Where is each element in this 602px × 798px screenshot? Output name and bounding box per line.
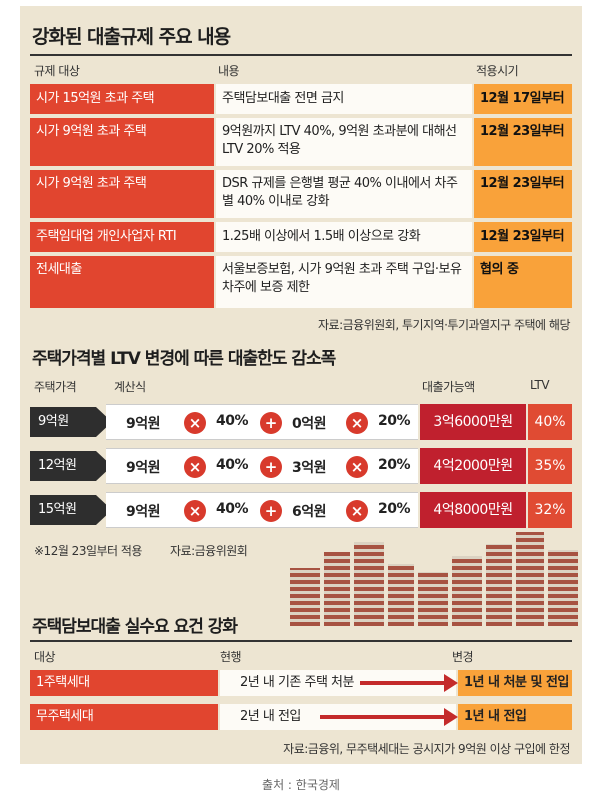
- regulation-row: 시가 9억원 초과 주택 DSR 규제를 은행별 평균 40% 이내에서 차주별…: [30, 170, 572, 218]
- building-illustration: [418, 572, 448, 626]
- loan-amount: 4억8000만원: [420, 492, 526, 528]
- source-caption: 출처 : 한국경제: [262, 778, 340, 792]
- formula: 9억원 × 40% + 0억원 × 20%: [106, 404, 418, 440]
- requirement-current: 2년 내 기존 주택 처분: [220, 670, 456, 696]
- requirement-change: 1년 내 처분 및 전입: [458, 670, 572, 696]
- header-date: 적용시기: [476, 64, 519, 78]
- house-price: 9억원: [30, 407, 96, 437]
- regulation-row: 주택임대업 개인사업자 RTI 1.25배 이상에서 1.5배 이상으로 강화 …: [30, 222, 572, 252]
- header-content: 내용: [218, 64, 240, 78]
- plus-icon: +: [260, 456, 282, 478]
- building-illustration: [290, 568, 320, 626]
- requirement-target: 무주택세대: [30, 704, 218, 730]
- base-rate: 40%: [216, 501, 249, 517]
- header-target: 대상: [34, 650, 56, 664]
- regulation-date: 12월 23일부터: [474, 222, 572, 252]
- times-icon: ×: [184, 456, 206, 478]
- building-illustration: [486, 544, 512, 626]
- building-illustration: [388, 564, 414, 626]
- regulation-content: 1.25배 이상에서 1.5배 이상으로 강화: [216, 222, 472, 252]
- requirement-row: 무주택세대 2년 내 전입 1년 내 전입: [30, 704, 572, 730]
- ltv-value: 40%: [528, 404, 572, 440]
- ltv-value: 32%: [528, 492, 572, 528]
- regulation-date: 12월 17일부터: [474, 84, 572, 114]
- arrow-line: [320, 715, 446, 719]
- section3-title: 주택담보대출 실수요 요건 강화: [32, 617, 238, 637]
- house-price: 15억원: [30, 495, 96, 525]
- loan-amount: 4억2000만원: [420, 448, 526, 484]
- regulation-row: 시가 9억원 초과 주택 9억원까지 LTV 40%, 9억원 초과분에 대해선…: [30, 118, 572, 166]
- ltv-value: 35%: [528, 448, 572, 484]
- regulation-date: 협의 중: [474, 256, 572, 308]
- ltv-row: 15억원 9억원 × 40% + 6억원 × 20% 4억8000만원 32%: [30, 492, 572, 528]
- base-rate: 40%: [216, 457, 249, 473]
- header-formula: 계산식: [114, 380, 146, 394]
- requirement-row: 1주택세대 2년 내 기존 주택 처분 1년 내 처분 및 전입: [30, 670, 572, 696]
- regulation-content: 주택담보대출 전면 금지: [216, 84, 472, 114]
- section1-title: 강화된 대출규제 주요 내용: [32, 26, 231, 48]
- times-icon: ×: [346, 500, 368, 522]
- regulation-target: 시가 9억원 초과 주택: [30, 118, 214, 166]
- regulation-content: DSR 규제를 은행별 평균 40% 이내에서 차주별 40% 이내로 강화: [216, 170, 472, 218]
- base-amount: 9억원: [126, 504, 161, 520]
- building-illustration: [548, 550, 578, 626]
- times-icon: ×: [346, 456, 368, 478]
- base-rate: 40%: [216, 413, 249, 429]
- requirement-change: 1년 내 전입: [458, 704, 572, 730]
- excess-amount: 3억원: [292, 460, 327, 476]
- times-icon: ×: [184, 412, 206, 434]
- building-illustration: [324, 552, 350, 626]
- excess-amount: 0억원: [292, 416, 327, 432]
- times-icon: ×: [346, 412, 368, 434]
- header-target: 규제 대상: [34, 64, 80, 78]
- header-amount: 대출가능액: [422, 380, 475, 394]
- regulation-target: 시가 9억원 초과 주택: [30, 170, 214, 218]
- plus-icon: +: [260, 412, 282, 434]
- arrow-right-icon: [444, 708, 458, 726]
- section2-note-date: ※12월 23일부터 적용: [34, 544, 142, 558]
- excess-rate: 20%: [378, 413, 411, 429]
- base-amount: 9억원: [126, 460, 161, 476]
- ltv-row: 12억원 9억원 × 40% + 3억원 × 20% 4억2000만원 35%: [30, 448, 572, 484]
- header-current: 현행: [220, 650, 242, 664]
- regulation-date: 12월 23일부터: [474, 170, 572, 218]
- regulation-date: 12월 23일부터: [474, 118, 572, 166]
- divider: [30, 640, 572, 642]
- formula: 9억원 × 40% + 3억원 × 20%: [106, 448, 418, 484]
- building-illustration: [354, 542, 384, 626]
- section3-note: 자료:금융위, 무주택세대는 공시지가 9억원 이상 구입에 한정: [283, 742, 570, 756]
- base-amount: 9억원: [126, 416, 161, 432]
- building-illustration: [516, 532, 544, 626]
- ltv-row: 9억원 9억원 × 40% + 0억원 × 20% 3억6000만원 40%: [30, 404, 572, 440]
- regulation-row: 시가 15억원 초과 주택 주택담보대출 전면 금지 12월 17일부터: [30, 84, 572, 114]
- excess-rate: 20%: [378, 501, 411, 517]
- arrow-line: [360, 681, 446, 685]
- formula: 9억원 × 40% + 6억원 × 20%: [106, 492, 418, 528]
- excess-amount: 6억원: [292, 504, 327, 520]
- divider: [30, 54, 572, 56]
- section2-title: 주택가격별 LTV 변경에 따른 대출한도 감소폭: [32, 349, 336, 369]
- plus-icon: +: [260, 500, 282, 522]
- section2-note-source: 자료:금융위원회: [170, 544, 248, 558]
- regulation-content: 9억원까지 LTV 40%, 9억원 초과분에 대해선 LTV 20% 적용: [216, 118, 472, 166]
- building-illustration: [452, 556, 482, 626]
- loan-amount: 3억6000만원: [420, 404, 526, 440]
- section1-note: 자료:금융위원회, 투기지역·투기과열지구 주택에 해당: [318, 318, 571, 332]
- excess-rate: 20%: [378, 457, 411, 473]
- infographic-card: 강화된 대출규제 주요 내용 규제 대상 내용 적용시기 시가 15억원 초과 …: [20, 6, 582, 764]
- header-change: 변경: [452, 650, 474, 664]
- arrow-right-icon: [444, 674, 458, 692]
- requirement-target: 1주택세대: [30, 670, 218, 696]
- header-ltv: LTV: [530, 378, 550, 392]
- regulation-target: 주택임대업 개인사업자 RTI: [30, 222, 214, 252]
- house-price: 12억원: [30, 451, 96, 481]
- regulation-target: 시가 15억원 초과 주택: [30, 84, 214, 114]
- city-skyline-illustration: [280, 526, 582, 626]
- regulation-target: 전세대출: [30, 256, 214, 308]
- regulation-row: 전세대출 서울보증보험, 시가 9억원 초과 주택 구입·보유 차주에 보증 제…: [30, 256, 572, 308]
- regulation-content: 서울보증보험, 시가 9억원 초과 주택 구입·보유 차주에 보증 제한: [216, 256, 472, 308]
- times-icon: ×: [184, 500, 206, 522]
- header-price: 주택가격: [34, 380, 77, 394]
